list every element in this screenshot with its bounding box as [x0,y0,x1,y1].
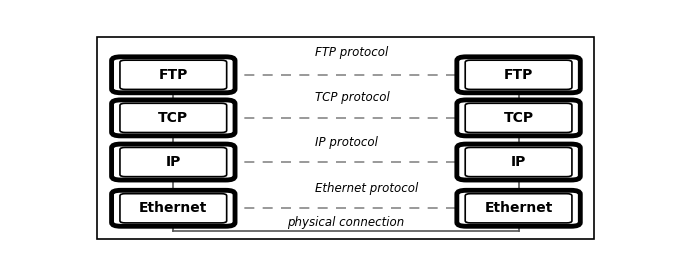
Text: Ethernet: Ethernet [485,201,553,215]
Text: FTP: FTP [159,68,188,82]
Text: Ethernet protocol: Ethernet protocol [315,182,418,195]
FancyBboxPatch shape [120,147,227,177]
FancyBboxPatch shape [111,144,235,180]
FancyBboxPatch shape [120,103,227,132]
Text: TCP protocol: TCP protocol [315,91,389,104]
Text: IP protocol: IP protocol [315,136,377,149]
Text: IP: IP [165,155,181,169]
FancyBboxPatch shape [111,190,235,226]
FancyBboxPatch shape [120,60,227,90]
FancyBboxPatch shape [457,57,580,93]
FancyBboxPatch shape [457,144,580,180]
FancyBboxPatch shape [457,190,580,226]
FancyBboxPatch shape [465,103,572,132]
FancyBboxPatch shape [111,57,235,93]
FancyBboxPatch shape [465,194,572,223]
FancyBboxPatch shape [457,100,580,136]
Text: FTP: FTP [504,68,533,82]
FancyBboxPatch shape [465,60,572,90]
Text: IP: IP [511,155,526,169]
Text: TCP: TCP [158,111,188,125]
Text: Ethernet: Ethernet [139,201,207,215]
FancyBboxPatch shape [465,147,572,177]
FancyBboxPatch shape [111,100,235,136]
FancyBboxPatch shape [120,194,227,223]
Text: FTP protocol: FTP protocol [315,46,388,59]
Text: physical connection: physical connection [288,216,404,229]
Text: TCP: TCP [504,111,534,125]
